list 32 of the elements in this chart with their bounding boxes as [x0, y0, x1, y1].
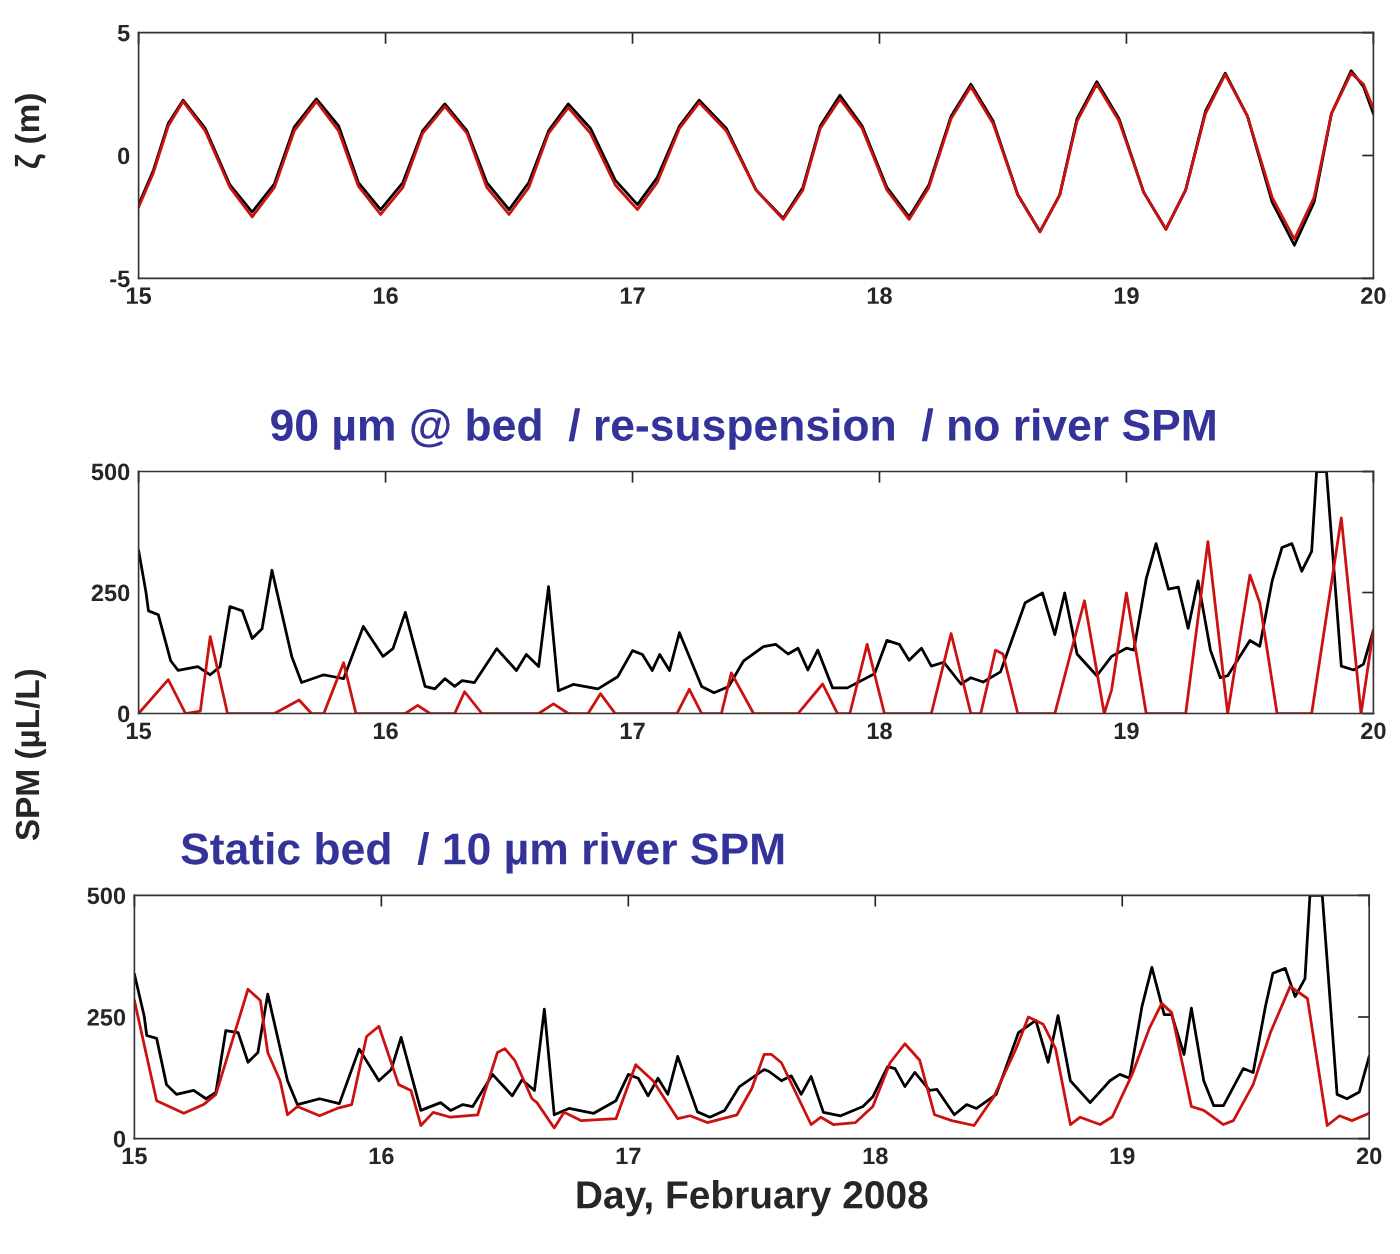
x-tick-label: 19	[1114, 722, 1139, 740]
x-tick-label: 17	[620, 722, 645, 739]
y-axis-title: ζ (m)	[14, 94, 46, 169]
y-tick-label: 0	[113, 1130, 126, 1148]
x-tick-label: 17	[616, 1147, 641, 1165]
y-tick-label: 250	[91, 584, 130, 602]
x-tick-label: 20	[1361, 287, 1386, 305]
x-tick-label: 15	[122, 1147, 147, 1165]
x-tick-label: 15	[126, 722, 152, 740]
x-tick-label: 18	[863, 1147, 888, 1165]
x-tick-label: 18	[867, 722, 892, 740]
y-tick-label: 500	[87, 887, 126, 905]
x-tick-label: 19	[1110, 1147, 1135, 1165]
x-tick-label: 15	[126, 287, 152, 305]
x-tick-label: 19	[1114, 287, 1139, 305]
x-tick-label: 20	[1356, 1147, 1382, 1165]
y-tick-label: -5	[110, 270, 130, 288]
y-tick-label: 0	[118, 147, 130, 165]
x-tick-label: 16	[369, 1147, 394, 1165]
x-tick-label: 17	[620, 287, 645, 304]
y-axis-title: SPM (µL/L)	[14, 669, 46, 841]
y-tick-label: 5	[117, 24, 130, 42]
y-tick-label: 250	[87, 1009, 126, 1026]
x-tick-label: 18	[867, 287, 892, 305]
chart-title: Static bed / 10 µm river SPM	[181, 832, 784, 874]
x-tick-label: 16	[373, 722, 398, 740]
y-tick-label: 0	[118, 705, 130, 723]
y-tick-label: 500	[91, 463, 130, 481]
x-axis-title: Day, February 2008	[577, 1180, 928, 1217]
x-tick-label: 16	[373, 287, 398, 305]
chart-title: 90 µm @ bed / re-suspension / no river SPM	[271, 408, 1215, 450]
x-tick-label: 20	[1361, 722, 1386, 740]
